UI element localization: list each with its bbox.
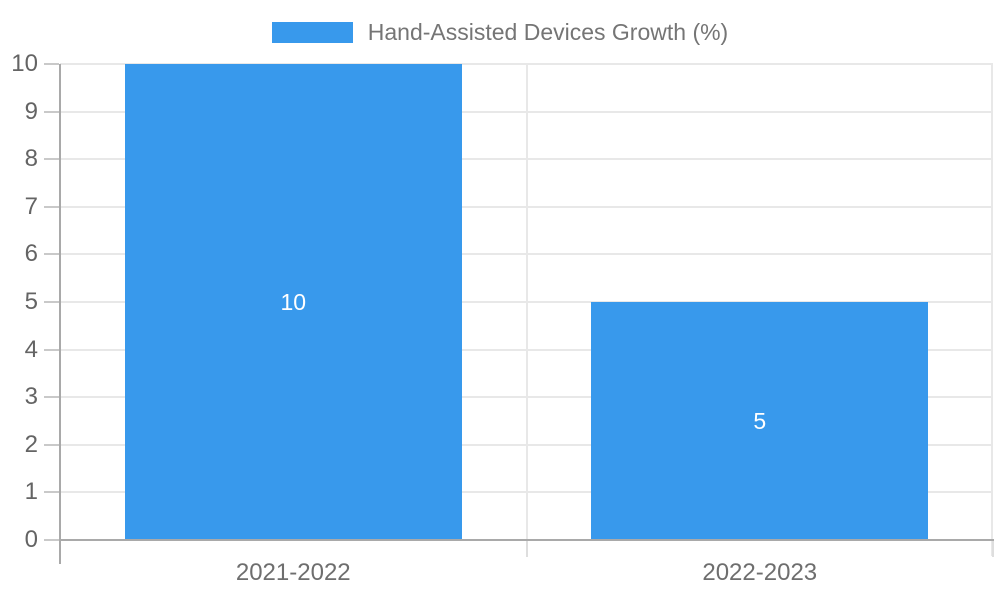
y-tick — [44, 491, 59, 494]
y-tick-label: 4 — [24, 335, 38, 363]
y-tick — [44, 396, 59, 399]
category-divider-gridline — [525, 64, 528, 540]
y-tick-label: 7 — [24, 192, 38, 220]
y-tick-label: 1 — [24, 478, 38, 506]
bar-2021-2022: 10 — [124, 64, 462, 540]
y-tick-label: 6 — [24, 240, 38, 268]
y-tick — [44, 539, 59, 541]
y-tick-label: 0 — [24, 526, 38, 553]
y-tick-label: 5 — [24, 288, 38, 315]
legend[interactable]: Hand-Assisted Devices Growth (%) — [0, 13, 1000, 51]
x-tick — [525, 541, 528, 557]
y-tick-label: 3 — [24, 383, 38, 411]
x-category-label: 2022-2023 — [702, 559, 818, 586]
y-tick — [44, 301, 59, 303]
y-tick-label: 8 — [24, 145, 38, 173]
y-tick — [44, 158, 59, 161]
bar-2022-2023: 5 — [591, 302, 929, 540]
x-tick — [992, 541, 994, 557]
x-axis: 2021-2022 2022-2023 — [60, 540, 994, 600]
x-axis-line — [59, 539, 994, 541]
y-axis-line — [59, 64, 61, 564]
y-tick — [44, 205, 59, 208]
x-category-label: 2021-2022 — [235, 559, 351, 586]
bar-value-label: 10 — [280, 288, 307, 315]
y-tick — [44, 253, 59, 256]
y-tick-label: 2 — [24, 430, 38, 458]
plot-right-border — [991, 64, 993, 556]
y-tick-label: 10 — [11, 50, 38, 77]
bar-value-label: 5 — [753, 407, 767, 434]
plot-area: 10 5 — [60, 63, 993, 540]
legend-swatch — [271, 21, 353, 43]
y-tick — [44, 348, 59, 351]
y-tick — [44, 63, 59, 65]
legend-label: Hand-Assisted Devices Growth (%) — [367, 18, 729, 45]
y-axis: 0 1 2 3 4 5 6 7 8 9 10 — [0, 52, 60, 552]
y-tick — [44, 443, 59, 446]
y-tick-label: 9 — [24, 97, 38, 125]
y-tick — [44, 110, 59, 113]
